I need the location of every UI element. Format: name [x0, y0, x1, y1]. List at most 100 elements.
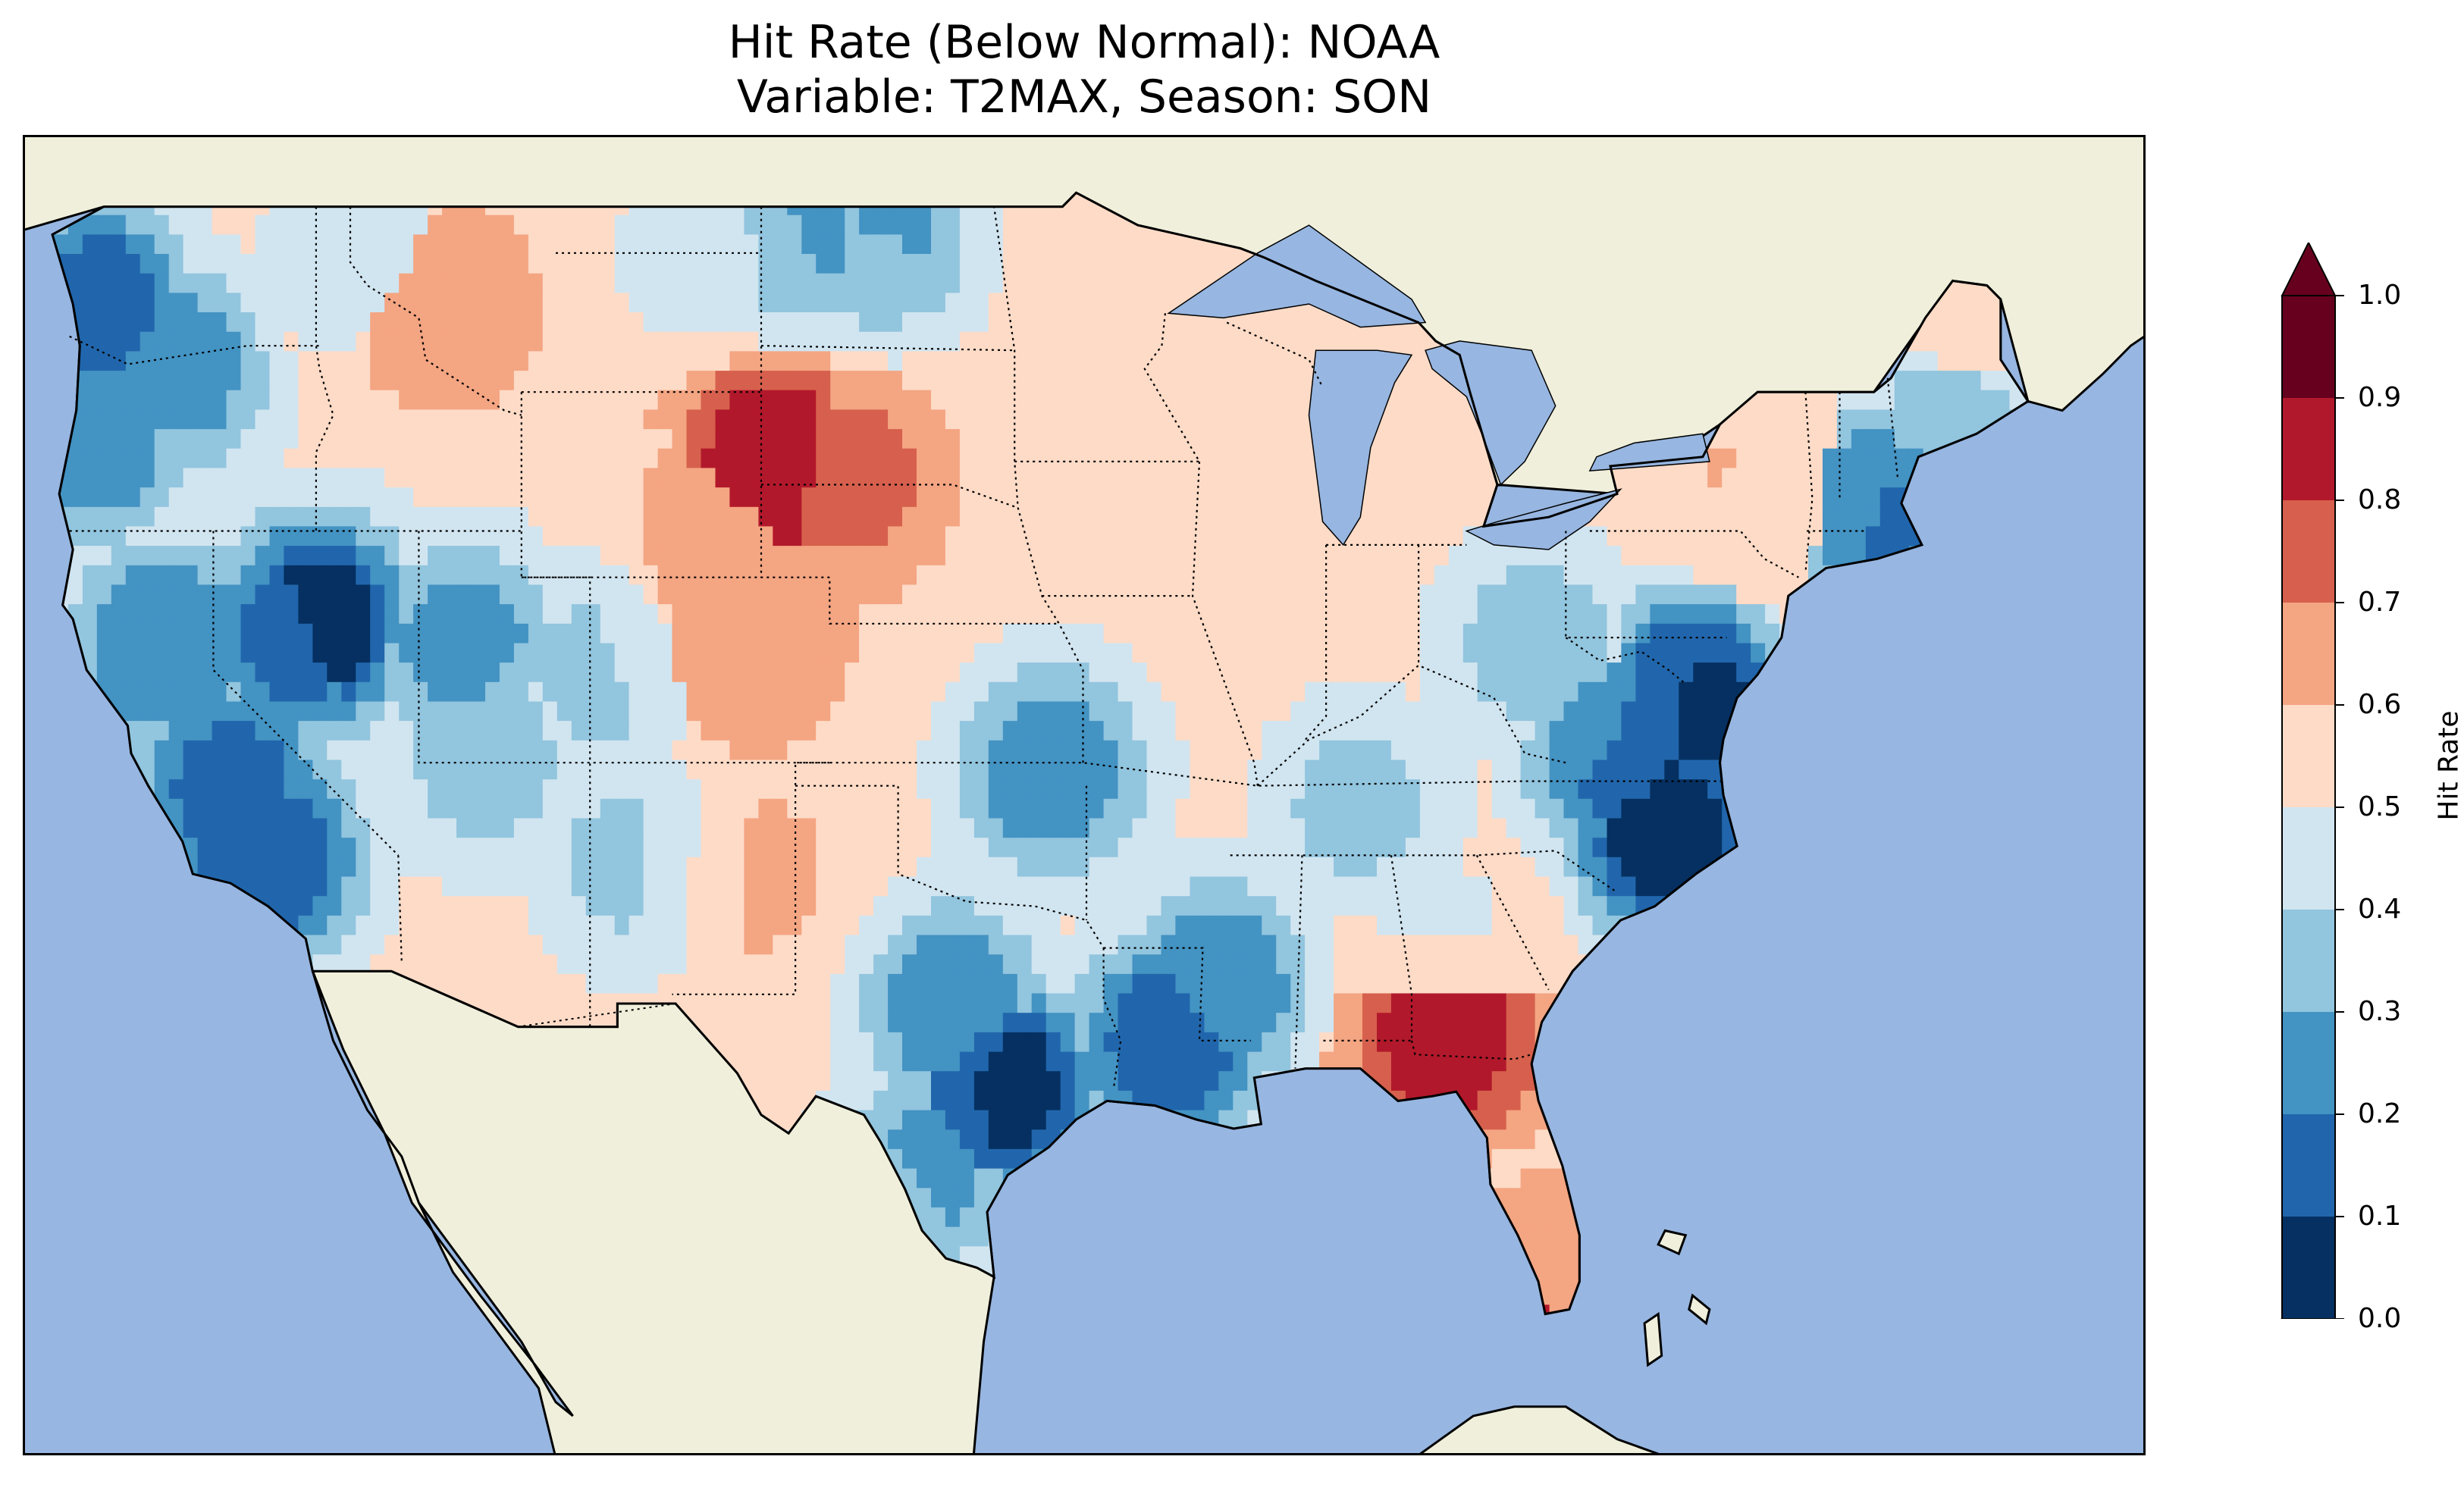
- field-cell: [1002, 779, 1018, 800]
- field-cell: [1290, 760, 1306, 780]
- field-cell: [845, 293, 860, 313]
- field-cell: [1535, 623, 1550, 644]
- field-cell: [1190, 623, 1205, 644]
- field-cell: [1549, 760, 1565, 780]
- field-cell: [729, 234, 745, 255]
- field-cell: [1146, 721, 1162, 741]
- field-cell: [413, 662, 428, 683]
- field-cell: [1262, 604, 1277, 625]
- field-cell: [168, 604, 184, 625]
- field-cell: [542, 681, 558, 703]
- field-cell: [873, 293, 889, 313]
- field-cell: [744, 701, 760, 722]
- field-cell: [1765, 506, 1780, 528]
- field-cell: [758, 643, 774, 663]
- field-cell: [1074, 760, 1090, 780]
- field-cell: [125, 331, 141, 352]
- field-cell: [1751, 506, 1766, 528]
- field-cell: [413, 740, 428, 761]
- field-cell: [686, 273, 702, 294]
- field-cell: [1966, 331, 1982, 352]
- field-cell: [1175, 254, 1191, 274]
- field-cell: [1865, 390, 1881, 411]
- field-cell: [801, 721, 817, 741]
- field-cell: [744, 273, 760, 294]
- field-cell: [125, 293, 141, 313]
- field-cell: [485, 662, 500, 683]
- field-cell: [1520, 760, 1536, 780]
- field-cell: [614, 215, 630, 236]
- field-cell: [298, 254, 314, 274]
- field-cell: [988, 760, 1004, 780]
- field-cell: [888, 312, 903, 333]
- field-cell: [931, 215, 946, 236]
- field-cell: [973, 448, 989, 469]
- field-cell: [212, 371, 227, 391]
- field-cell: [212, 740, 227, 761]
- field-cell: [384, 273, 400, 294]
- field-cell: [1390, 331, 1406, 352]
- field-cell: [1290, 468, 1306, 488]
- field-cell: [729, 409, 745, 430]
- field-cell: [1679, 546, 1694, 566]
- field-cell: [456, 740, 472, 761]
- field-cell: [801, 701, 817, 722]
- field-cell: [1334, 701, 1349, 722]
- field-cell: [183, 351, 199, 371]
- field-cell: [269, 565, 285, 586]
- field-cell: [1390, 487, 1406, 508]
- field-cell: [341, 721, 357, 741]
- field-cell: [945, 273, 961, 294]
- field-cell: [801, 623, 817, 644]
- field-cell: [1290, 429, 1306, 449]
- field-cell: [1218, 681, 1234, 703]
- field-cell: [873, 643, 889, 663]
- field-cell: [499, 371, 515, 391]
- field-cell: [312, 662, 328, 683]
- field-cell: [945, 390, 961, 411]
- field-cell: [1146, 526, 1162, 547]
- field-cell: [327, 779, 343, 800]
- field-cell: [370, 351, 385, 371]
- field-cell: [384, 371, 400, 391]
- field-cell: [729, 293, 745, 313]
- field-cell: [1390, 604, 1406, 625]
- field-cell: [585, 506, 601, 528]
- field-cell: [428, 584, 443, 605]
- field-cell: [1031, 721, 1047, 741]
- field-cell: [1448, 565, 1464, 586]
- field-cell: [1132, 681, 1148, 703]
- field-cell: [154, 740, 170, 761]
- field-cell: [1635, 546, 1651, 566]
- field-cell: [988, 371, 1004, 391]
- field-cell: [1074, 254, 1090, 274]
- field-cell: [140, 429, 155, 449]
- field-cell: [917, 740, 932, 761]
- field-cell: [988, 681, 1004, 703]
- field-cell: [1146, 293, 1162, 313]
- field-cell: [1736, 429, 1751, 449]
- field-cell: [614, 293, 630, 313]
- field-cell: [240, 779, 256, 800]
- field-cell: [945, 681, 961, 703]
- field-cell: [168, 273, 184, 294]
- field-cell: [1808, 448, 1823, 469]
- field-cell: [701, 312, 716, 333]
- field-cell: [959, 254, 975, 274]
- field-cell: [1405, 760, 1421, 780]
- field-cell: [1247, 760, 1263, 780]
- field-cell: [1132, 779, 1148, 800]
- field-cell: [1060, 643, 1076, 663]
- field-cell: [528, 604, 544, 625]
- field-cell: [1434, 487, 1450, 508]
- field-cell: [845, 254, 860, 274]
- field-cell: [1262, 681, 1277, 703]
- field-cell: [1377, 331, 1392, 352]
- field-cell: [1348, 740, 1363, 761]
- field-cell: [1390, 681, 1406, 703]
- field-cell: [902, 351, 917, 371]
- field-cell: [413, 468, 428, 488]
- field-cell: [629, 371, 644, 391]
- field-cell: [1736, 584, 1751, 605]
- field-cell: [758, 331, 774, 352]
